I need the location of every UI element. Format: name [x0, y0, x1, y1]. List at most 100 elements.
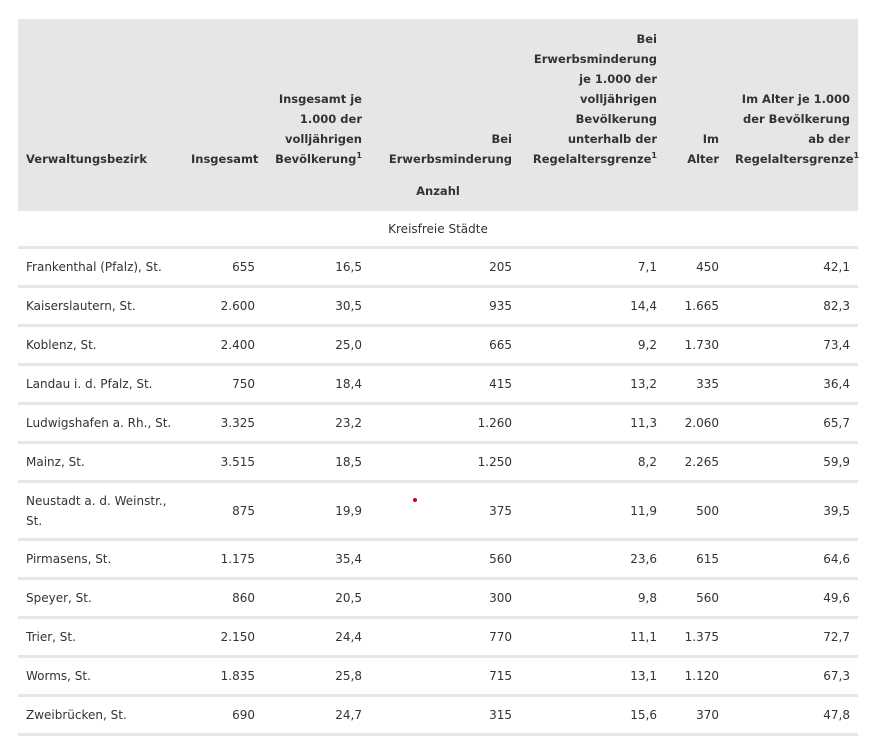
cell-erwerbsminderung-je-1000: 13,2	[520, 366, 665, 405]
cell-insgesamt: 2.600	[183, 288, 263, 327]
cell-name: Mainz, St.	[18, 444, 183, 483]
cell-name: Worms, St.	[18, 658, 183, 697]
table-row: Landau i. d. Pfalz, St. 750 18,4 415 13,2 335…	[18, 366, 858, 405]
table-row: Neustadt a. d. Weinstr., St. 875 19,9 375 11…	[18, 483, 858, 541]
cell-insgesamt: 875	[183, 483, 263, 541]
header-row: Verwaltungsbezirk Insgesamt Insgesamt je…	[18, 19, 860, 175]
cell-insgesamt-je-1000: 20,5	[263, 580, 370, 619]
cell-im-alter: 335	[665, 366, 727, 405]
table-header: Verwaltungsbezirk Insgesamt Insgesamt je…	[18, 19, 860, 211]
cell-insgesamt-je-1000: 16,5	[263, 249, 370, 288]
cell-erwerbsminderung: 375	[370, 483, 520, 541]
table-row: Ludwigshafen a. Rh., St. 3.325 23,2 1.260 11…	[18, 405, 858, 444]
cell-im-alter-je-1000: 67,3	[727, 658, 858, 697]
cell-im-alter: 500	[665, 483, 727, 541]
cell-insgesamt: 3.325	[183, 405, 263, 444]
cell-im-alter: 1.730	[665, 327, 727, 366]
table-row: Trier, St. 2.150 24,4 770 11,1 1.375 72,7	[18, 619, 858, 658]
cell-name: Trier, St.	[18, 619, 183, 658]
cell-insgesamt-je-1000: 25,0	[263, 327, 370, 366]
cell-im-alter: 1.120	[665, 658, 727, 697]
table-row: Zweibrücken, St. 690 24,7 315 15,6 370 47,8	[18, 697, 858, 736]
cell-erwerbsminderung: 415	[370, 366, 520, 405]
section-row: Kreisfreie Städte	[18, 211, 858, 249]
cell-erwerbsminderung-je-1000: 11,3	[520, 405, 665, 444]
cell-im-alter-je-1000: 64,6	[727, 541, 858, 580]
cell-erwerbsminderung: 205	[370, 249, 520, 288]
red-dot-marker	[413, 498, 417, 502]
table-body: Kreisfreie Städte Frankenthal (Pfalz), S…	[18, 211, 858, 736]
cell-erwerbsminderung-je-1000: 11,1	[520, 619, 665, 658]
cell-erwerbsminderung: 1.260	[370, 405, 520, 444]
cell-erwerbsminderung: 315	[370, 697, 520, 736]
table-row: Pirmasens, St. 1.175 35,4 560 23,6 615 64,6	[18, 541, 858, 580]
cell-name: Ludwigshafen a. Rh., St.	[18, 405, 183, 444]
cell-erwerbsminderung: 665	[370, 327, 520, 366]
header-insgesamt: Insgesamt	[183, 19, 263, 175]
cell-name: Kaiserslautern, St.	[18, 288, 183, 327]
cell-erwerbsminderung-je-1000: 15,6	[520, 697, 665, 736]
footnote-marker: 1	[651, 151, 657, 161]
cell-erwerbsminderung: 715	[370, 658, 520, 697]
cell-erwerbsminderung: 560	[370, 541, 520, 580]
header-im-alter: Im Alter	[665, 19, 727, 175]
cell-name: Zweibrücken, St.	[18, 697, 183, 736]
cell-im-alter-je-1000: 36,4	[727, 366, 858, 405]
cell-insgesamt-je-1000: 18,5	[263, 444, 370, 483]
table-row: Frankenthal (Pfalz), St. 655 16,5 205 7,1 450…	[18, 249, 858, 288]
cell-insgesamt-je-1000: 35,4	[263, 541, 370, 580]
cell-im-alter: 370	[665, 697, 727, 736]
cell-insgesamt: 3.515	[183, 444, 263, 483]
table-row: Mainz, St. 3.515 18,5 1.250 8,2 2.265 59,9	[18, 444, 858, 483]
cell-im-alter: 615	[665, 541, 727, 580]
cell-im-alter-je-1000: 42,1	[727, 249, 858, 288]
cell-insgesamt-je-1000: 30,5	[263, 288, 370, 327]
footnote-marker: 1	[356, 151, 362, 161]
cell-im-alter-je-1000: 72,7	[727, 619, 858, 658]
table-row: Worms, St. 1.835 25,8 715 13,1 1.120 67,3	[18, 658, 858, 697]
cell-erwerbsminderung-je-1000: 14,4	[520, 288, 665, 327]
cell-im-alter-je-1000: 73,4	[727, 327, 858, 366]
cell-erwerbsminderung: 1.250	[370, 444, 520, 483]
cell-erwerbsminderung-je-1000: 11,9	[520, 483, 665, 541]
cell-insgesamt-je-1000: 23,2	[263, 405, 370, 444]
cell-im-alter-je-1000: 47,8	[727, 697, 858, 736]
footnote-marker: 1	[853, 151, 860, 161]
cell-insgesamt: 860	[183, 580, 263, 619]
table-row: Koblenz, St. 2.400 25,0 665 9,2 1.730 73,4	[18, 327, 858, 366]
cell-insgesamt: 655	[183, 249, 263, 288]
table-row: Speyer, St. 860 20,5 300 9,8 560 49,6	[18, 580, 858, 619]
cell-erwerbsminderung-je-1000: 7,1	[520, 249, 665, 288]
cell-im-alter-je-1000: 49,6	[727, 580, 858, 619]
cell-im-alter: 560	[665, 580, 727, 619]
cell-im-alter-je-1000: 65,7	[727, 405, 858, 444]
table-row: Kaiserslautern, St. 2.600 30,5 935 14,4 1.665…	[18, 288, 858, 327]
cell-name: Neustadt a. d. Weinstr., St.	[18, 483, 183, 541]
header-erwerbsminderung-je-1000: Bei Erwerbsminderung je 1.000 der volljä…	[520, 19, 665, 175]
cell-erwerbsminderung-je-1000: 8,2	[520, 444, 665, 483]
statistics-table: Verwaltungsbezirk Insgesamt Insgesamt je…	[18, 19, 860, 736]
header-verwaltungsbezirk: Verwaltungsbezirk	[18, 19, 183, 175]
cell-erwerbsminderung-je-1000: 13,1	[520, 658, 665, 697]
cell-erwerbsminderung: 770	[370, 619, 520, 658]
header-im-alter-je-1000: Im Alter je 1.000 der Bevölkerung ab der…	[727, 19, 860, 175]
cell-insgesamt: 2.150	[183, 619, 263, 658]
cell-insgesamt-je-1000: 24,4	[263, 619, 370, 658]
cell-im-alter: 450	[665, 249, 727, 288]
cell-im-alter: 2.265	[665, 444, 727, 483]
cell-insgesamt-je-1000: 19,9	[263, 483, 370, 541]
unit-label: Anzahl	[18, 175, 858, 211]
cell-im-alter-je-1000: 59,9	[727, 444, 858, 483]
cell-insgesamt: 750	[183, 366, 263, 405]
cell-erwerbsminderung-je-1000: 9,2	[520, 327, 665, 366]
cell-insgesamt: 1.835	[183, 658, 263, 697]
cell-im-alter-je-1000: 39,5	[727, 483, 858, 541]
header-erwerbsminderung: Bei Erwerbsminderung	[370, 19, 520, 175]
cell-im-alter: 2.060	[665, 405, 727, 444]
cell-insgesamt: 690	[183, 697, 263, 736]
cell-insgesamt: 1.175	[183, 541, 263, 580]
cell-name: Pirmasens, St.	[18, 541, 183, 580]
cell-name: Frankenthal (Pfalz), St.	[18, 249, 183, 288]
cell-insgesamt-je-1000: 24,7	[263, 697, 370, 736]
cell-im-alter-je-1000: 82,3	[727, 288, 858, 327]
